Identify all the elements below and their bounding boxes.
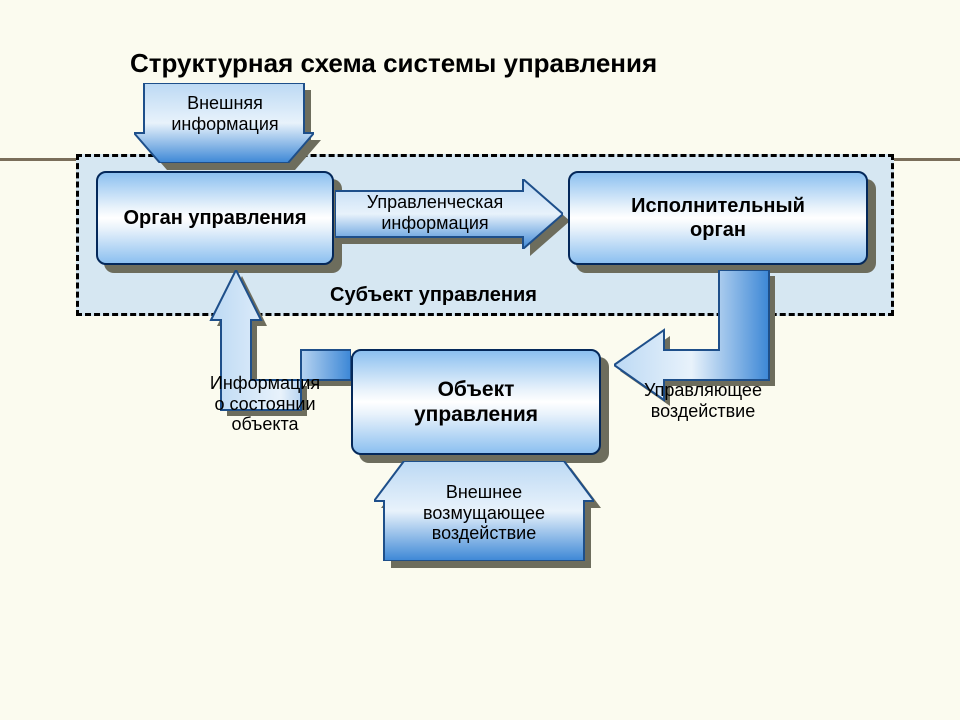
- ext-info-label: Внешняяинформация: [150, 93, 300, 134]
- state-info-label: Информацияо состоянииобъекта: [195, 373, 335, 435]
- subject-label: Субъект управления: [330, 284, 537, 307]
- object-node: Объектуправления: [351, 349, 601, 455]
- organ-node: Орган управления: [96, 171, 334, 265]
- diagram-title: Структурная схема системы управления: [130, 48, 657, 79]
- mgmt-info-label: Управленческаяинформация: [350, 192, 520, 233]
- ext-disturb-label: Внешнеевозмущающеевоздействие: [404, 482, 564, 544]
- exec-node: Исполнительныйорган: [568, 171, 868, 265]
- control-label: Управляющеевоздействие: [628, 380, 778, 421]
